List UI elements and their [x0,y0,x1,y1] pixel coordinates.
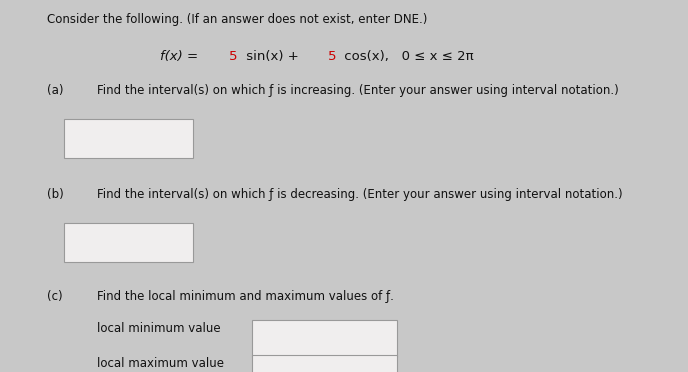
FancyBboxPatch shape [252,320,398,357]
Text: sin(x) +: sin(x) + [242,50,303,63]
Text: Find the interval(s) on which ƒ is increasing. (Enter your answer using interval: Find the interval(s) on which ƒ is incre… [97,84,619,97]
Text: (a): (a) [47,84,75,97]
Text: Find the interval(s) on which ƒ is decreasing. (Enter your answer using interval: Find the interval(s) on which ƒ is decre… [97,188,623,201]
FancyBboxPatch shape [64,223,193,262]
FancyBboxPatch shape [252,355,398,372]
Text: Consider the following. (If an answer does not exist, enter DNE.): Consider the following. (If an answer do… [47,13,428,26]
Text: 5: 5 [229,50,237,63]
Text: local maximum value: local maximum value [97,357,224,370]
Text: 5: 5 [328,50,336,63]
FancyBboxPatch shape [64,119,193,158]
Text: cos(x),   0 ≤ x ≤ 2π: cos(x), 0 ≤ x ≤ 2π [340,50,473,63]
Text: (b): (b) [47,188,75,201]
Text: local minimum value: local minimum value [97,322,220,335]
Text: Find the local minimum and maximum values of ƒ.: Find the local minimum and maximum value… [97,290,394,303]
Text: f(x) =: f(x) = [160,50,202,63]
Text: (c): (c) [47,290,74,303]
